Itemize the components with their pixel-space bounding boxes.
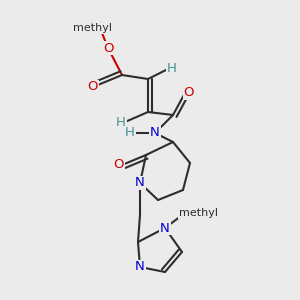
Text: O: O <box>114 158 124 172</box>
Text: N: N <box>135 260 145 274</box>
Text: H: H <box>116 116 126 128</box>
Text: H: H <box>167 62 177 76</box>
Text: N: N <box>150 127 160 140</box>
Text: O: O <box>184 86 194 100</box>
Text: N: N <box>135 176 145 190</box>
Text: methyl: methyl <box>178 208 218 218</box>
Text: O: O <box>103 41 113 55</box>
Text: N: N <box>160 221 170 235</box>
Text: methyl: methyl <box>73 23 112 33</box>
Text: O: O <box>88 80 98 94</box>
Text: H: H <box>125 127 135 140</box>
